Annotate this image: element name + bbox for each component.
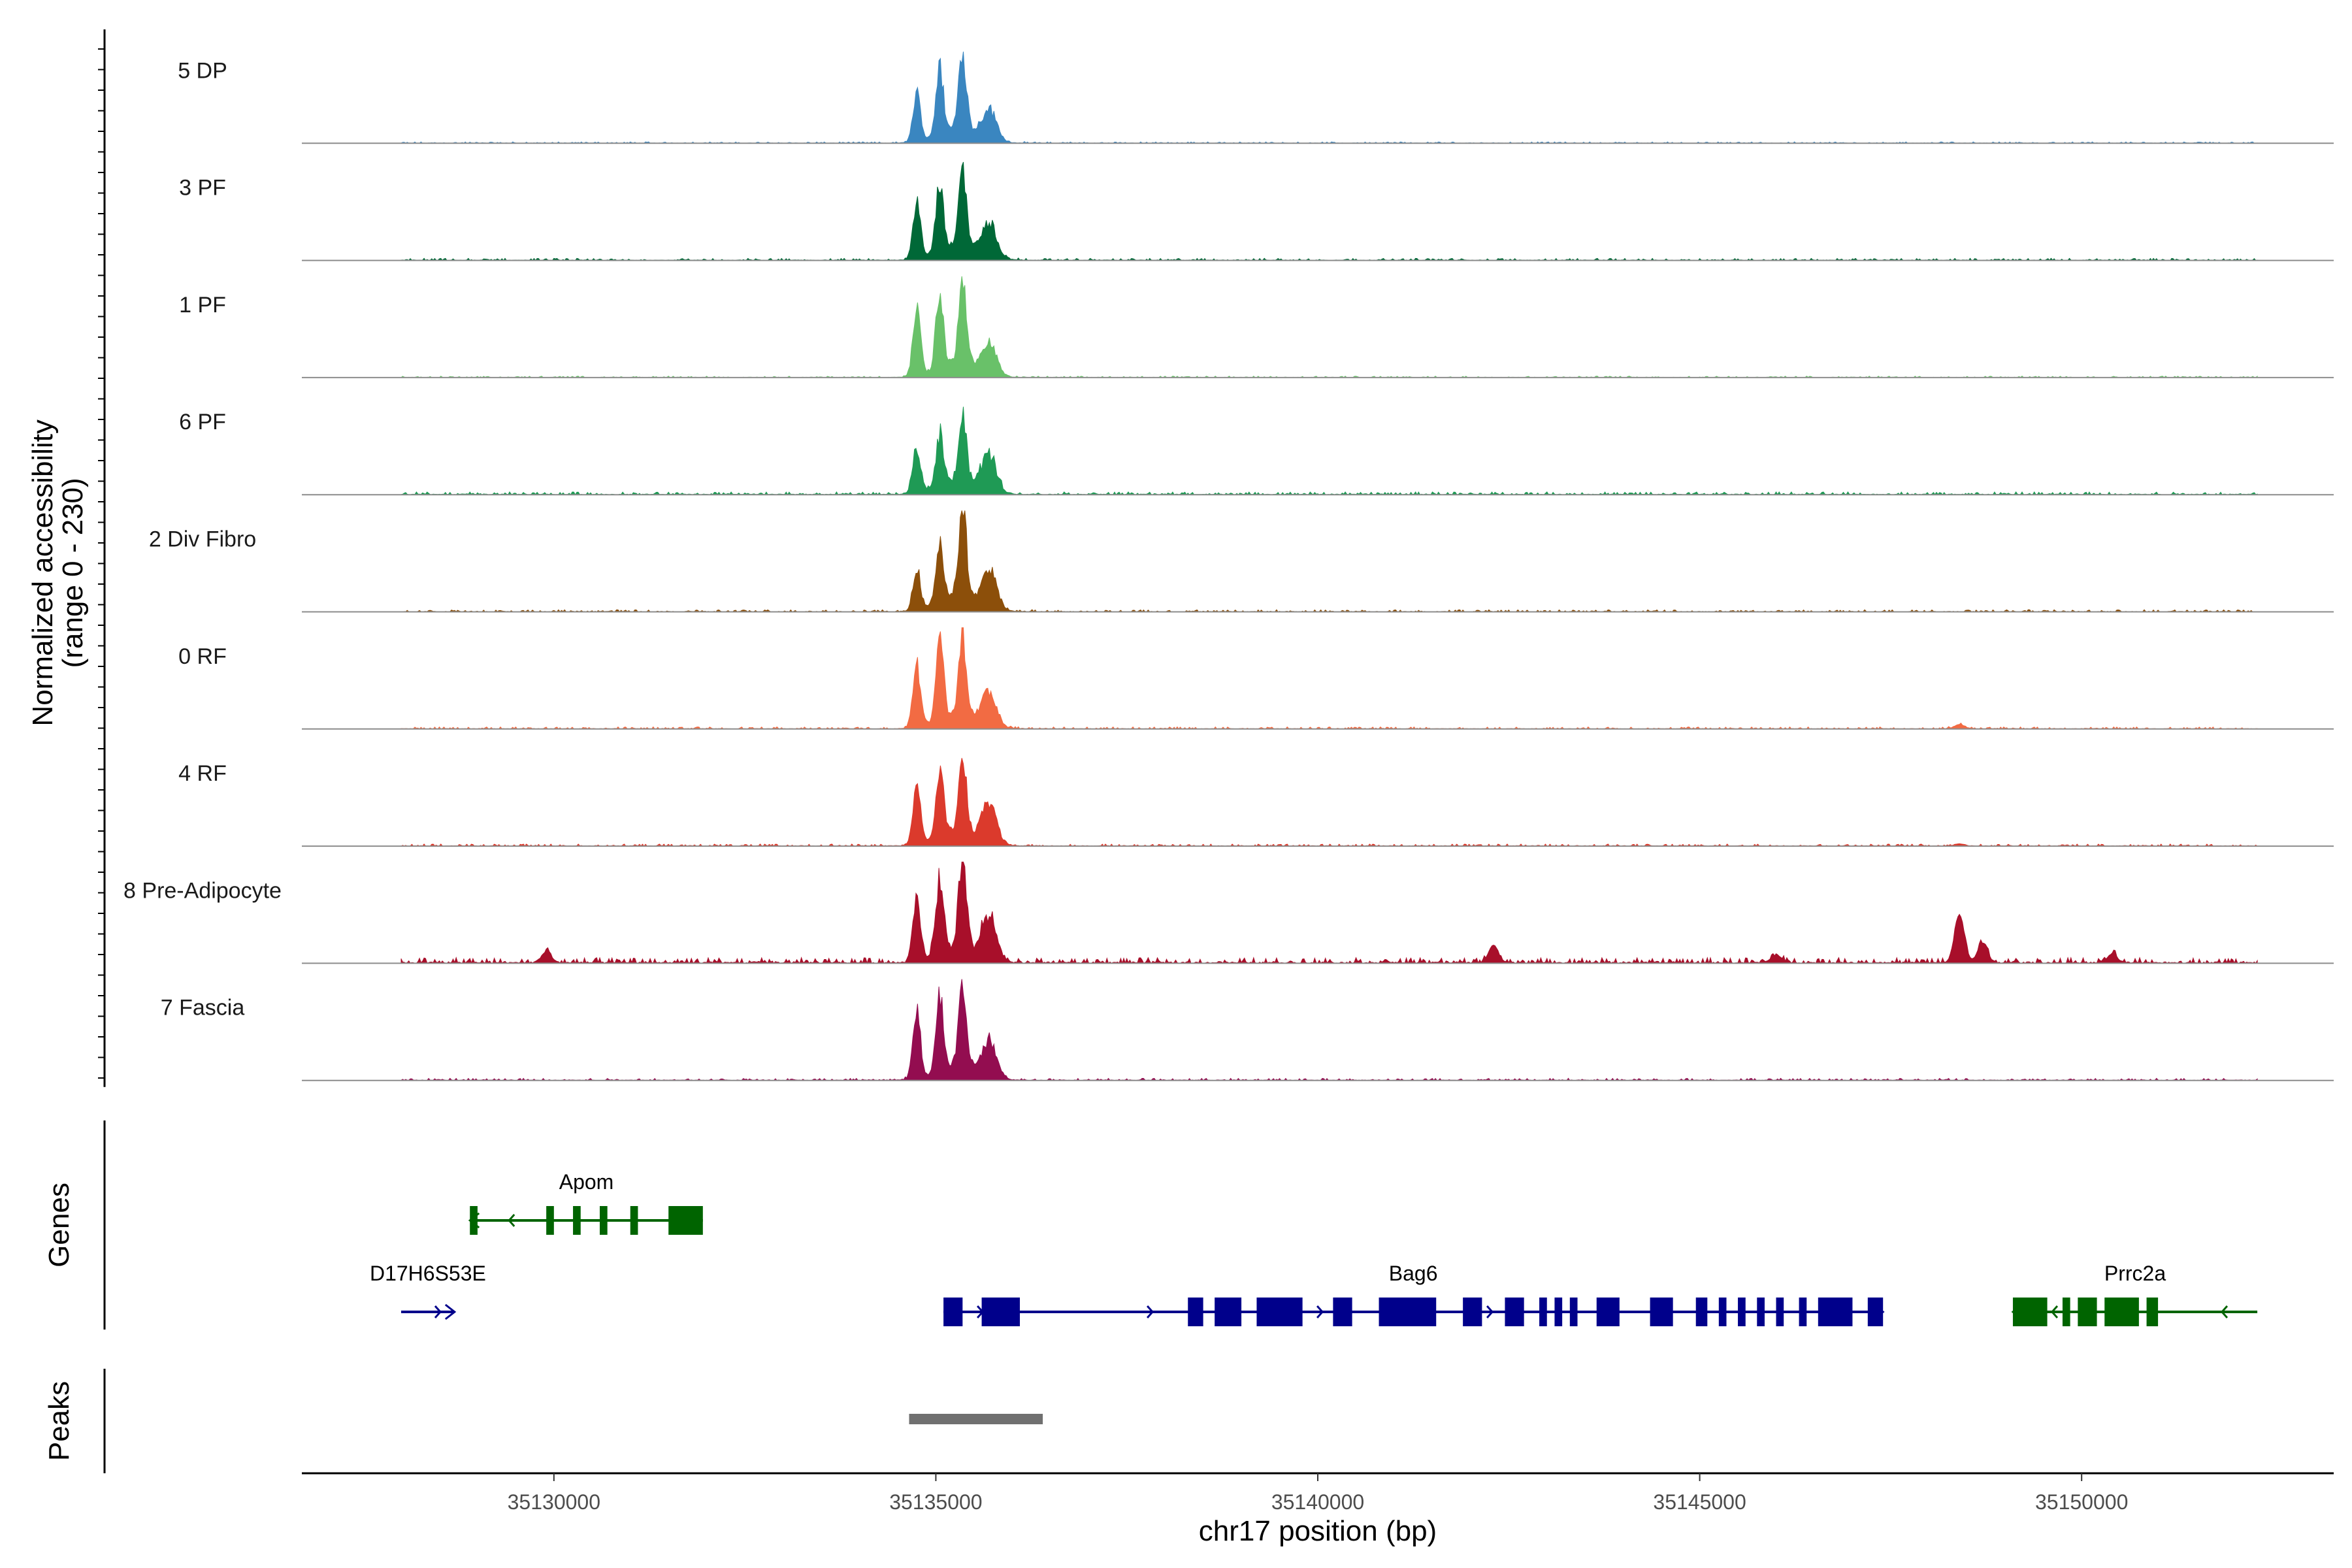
track-6-pf: 6 PF [179,406,2334,496]
x-tick-label: 35140000 [1271,1490,1364,1514]
exon [573,1206,581,1235]
exon [2078,1298,2097,1326]
track-7-fascia: 7 Fascia [161,979,2334,1081]
coverage-area-5-dp [400,52,2258,144]
y-axis-title-line2: (range 0 - 230) [57,478,89,668]
exon [1818,1298,1853,1326]
exon [1569,1298,1578,1326]
genes-panel-label: Genes [43,1183,75,1267]
gene-label-prrc2a: Prrc2a [2104,1262,2166,1285]
strand-chevron [508,1214,515,1227]
strand-chevron [1146,1305,1154,1318]
exon [630,1206,638,1235]
gene-label-apom: Apom [559,1170,614,1194]
exon [981,1298,1021,1326]
exon [1650,1298,1673,1326]
track-1-pf: 1 PF [179,276,2334,378]
genes-panel: Genes Apom D17H6S53E Bag6 Prrc2a [43,1120,2258,1330]
y-axis [98,29,106,1087]
track-5-dp: 5 DP [178,52,2334,144]
strand-chevron [1486,1305,1494,1318]
track-label-3-pf: 3 PF [179,176,226,201]
exon [1539,1298,1547,1326]
track-8-pre-adipocyte: 8 Pre-Adipocyte [123,861,2334,965]
peaks-panel-label: Peaks [43,1381,75,1461]
track-label-0-rf: 0 RF [178,644,227,669]
exon [1776,1298,1784,1326]
x-axis-title: chr17 position (bp) [1199,1515,1437,1547]
track-3-pf: 3 PF [179,161,2334,261]
coverage-area-3-pf [400,161,2258,261]
exon [1867,1298,1884,1326]
exon [1256,1298,1303,1326]
gene-bag6: Bag6 [943,1262,1885,1326]
x-tick-label: 35150000 [2035,1490,2128,1514]
exon [1505,1298,1524,1326]
exon [2104,1298,2139,1326]
track-2-div-fibro: 2 Div Fibro [149,510,2334,613]
gene-d17h6s53e: D17H6S53E [370,1262,486,1320]
exon [1738,1298,1746,1326]
exon [668,1206,703,1235]
track-label-6-pf: 6 PF [179,410,226,434]
exon [1554,1298,1563,1326]
exon [1463,1298,1482,1326]
exon [599,1206,608,1235]
exon [1188,1298,1203,1326]
strand-chevron [434,1305,442,1318]
x-axis: 35130000 35135000 35140000 35145000 35150000 [302,1472,2334,1514]
strand-chevron [2050,1305,2059,1318]
exon [2146,1298,2159,1326]
exon [1718,1298,1727,1326]
peaks-panel: Peaks [43,1369,1043,1473]
strand-chevron [2220,1305,2229,1318]
track-0-rf: 0 RF [178,627,2334,730]
coverage-area-7-fascia [400,979,2258,1081]
gene-label-d17h6s53e: D17H6S53E [370,1262,486,1285]
track-4-rf: 4 RF [178,758,2334,847]
gene-label-bag6: Bag6 [1389,1262,1438,1285]
exon [1333,1298,1352,1326]
exon [1799,1298,1807,1326]
exon [2062,1298,2070,1326]
y-axis-title-line1: Normalized accessibility [27,419,59,726]
gene-prrc2a: Prrc2a [2011,1262,2258,1326]
peak-region-bar [909,1414,1043,1424]
exon [470,1206,478,1235]
track-label-1-pf: 1 PF [179,293,226,318]
exon [1695,1298,1708,1326]
coverage-area-6-pf [400,406,2258,496]
exon [943,1298,963,1326]
coverage-area-1-pf [400,276,2258,378]
coverage-area-0-rf [400,627,2258,730]
exon [1757,1298,1765,1326]
x-tick-label: 35130000 [508,1490,600,1514]
gene-apom: Apom [468,1170,703,1235]
x-tick-label: 35145000 [1653,1490,1746,1514]
track-label-5-dp: 5 DP [178,58,227,83]
exon [1596,1298,1620,1326]
x-tick-label: 35135000 [889,1490,982,1514]
track-label-8-pre-adipocyte: 8 Pre-Adipocyte [123,878,282,903]
exon [1379,1298,1437,1326]
strand-end-arrow [444,1303,457,1320]
exon [2012,1298,2048,1326]
coverage-area-4-rf [400,758,2258,847]
track-label-7-fascia: 7 Fascia [161,996,245,1021]
track-label-2-div-fibro: 2 Div Fibro [149,527,256,552]
exon [1215,1298,1242,1326]
exon [546,1206,554,1235]
coverage-tracks: 5 DP 3 PF 1 PF 6 PF 2 Div Fibro 0 RF 4 RF 8 Pre… [123,52,2334,1081]
coverage-area-2-div-fibro [400,510,2258,613]
coverage-area-8-pre-adipocyte [400,861,2258,965]
track-label-4-rf: 4 RF [178,761,227,786]
strand-chevron [1316,1305,1324,1318]
